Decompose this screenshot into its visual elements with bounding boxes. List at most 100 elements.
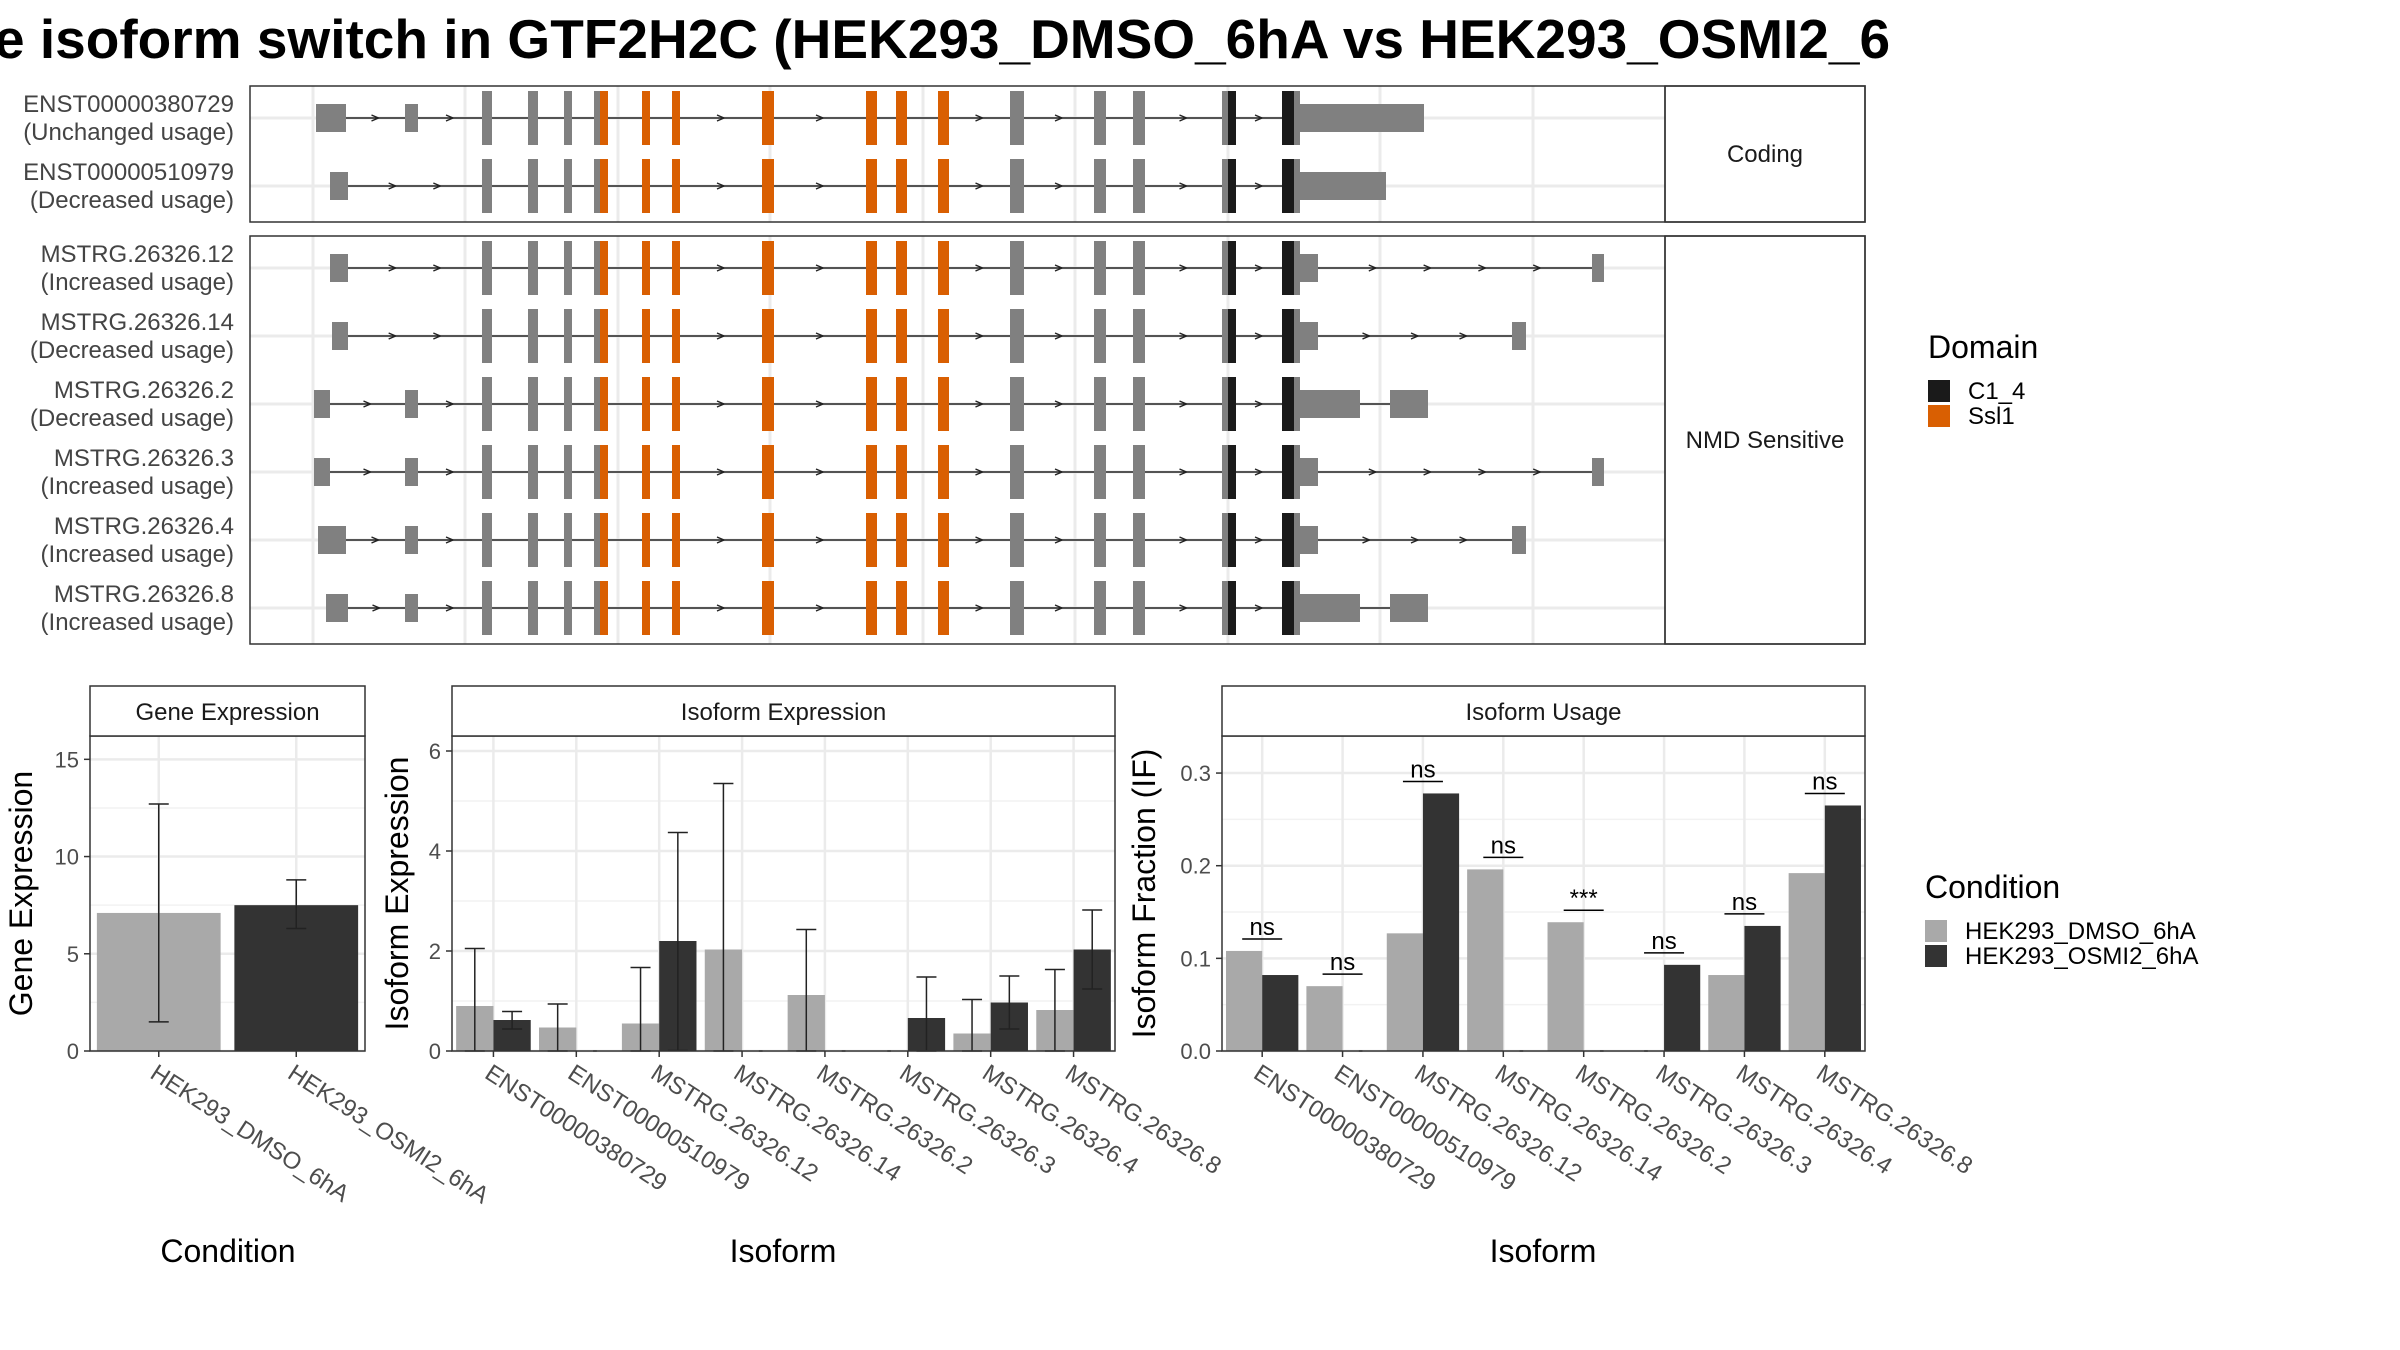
exon-ssl1-domain (672, 159, 680, 213)
strand-arrow (1054, 536, 1064, 544)
legend-title: Domain (1928, 329, 2038, 365)
exon-c1-4-domain (1228, 309, 1236, 363)
transcript-id: MSTRG.26326.4 (54, 513, 234, 540)
exon (564, 377, 572, 431)
strand-arrow (975, 264, 985, 272)
exon (1300, 458, 1318, 486)
transcript-usage-status: (Decreased usage) (30, 187, 234, 214)
exon (564, 241, 572, 295)
exon (1592, 254, 1604, 282)
strand-arrow (1054, 182, 1064, 190)
exon-ssl1-domain (938, 513, 949, 567)
exon-ssl1-domain (938, 91, 949, 145)
strand-arrow (388, 264, 398, 272)
exon (564, 91, 572, 145)
exon-ssl1-domain (866, 309, 877, 363)
exon (1094, 241, 1106, 295)
exon-ssl1-domain (642, 241, 650, 295)
transcript-id: ENST00000380729 (23, 91, 234, 118)
plot-background (452, 736, 1115, 1051)
strand-arrow (1478, 468, 1488, 476)
transcript-id: MSTRG.26326.3 (54, 445, 234, 472)
exon (564, 581, 572, 635)
exon (594, 241, 600, 295)
strand-arrow (1532, 264, 1542, 272)
exon (1094, 309, 1106, 363)
strand-arrow (445, 604, 455, 612)
strand-arrow (1054, 114, 1064, 122)
x-axis-title: Isoform (730, 1233, 837, 1269)
bar (1824, 805, 1861, 1051)
strand-arrow (1254, 604, 1264, 612)
exon-ssl1-domain (642, 159, 650, 213)
transcript-id: ENST00000510979 (23, 159, 234, 186)
exon (1133, 309, 1145, 363)
exon (482, 241, 492, 295)
exon (1512, 322, 1526, 350)
transcript-usage-status: (Increased usage) (41, 541, 234, 568)
legend-item: HEK293_DMSO_6hA (1925, 918, 2196, 945)
legend-item: Ssl1 (1928, 403, 2015, 430)
exon (482, 513, 492, 567)
significance-label: ns (1330, 949, 1355, 976)
exon (1094, 513, 1106, 567)
exon (405, 390, 418, 418)
strand-arrow (975, 536, 985, 544)
exon (314, 390, 330, 418)
strand-arrow (975, 468, 985, 476)
strand-arrow (1423, 264, 1433, 272)
exon (1294, 445, 1300, 499)
exon (482, 91, 492, 145)
exon-ssl1-domain (762, 91, 774, 145)
exon (1294, 159, 1300, 213)
transcript-usage-status: (Decreased usage) (30, 405, 234, 432)
exon-ssl1-domain (762, 513, 774, 567)
exon-c1-4-domain (1228, 581, 1236, 635)
strand-arrow (815, 468, 825, 476)
panel-strip (1664, 85, 1866, 223)
exon (482, 445, 492, 499)
exon (1222, 581, 1228, 635)
strand-arrow (1179, 114, 1189, 122)
strand-arrow (445, 400, 455, 408)
exon (1512, 526, 1526, 554)
legend-label: HEK293_DMSO_6hA (1965, 918, 2196, 945)
strand-arrow (388, 332, 398, 340)
exon (1222, 91, 1228, 145)
bar (1664, 964, 1701, 1051)
exon-ssl1-domain (642, 91, 650, 145)
significance-label: ns (1812, 768, 1837, 795)
strand-arrow (1532, 468, 1542, 476)
exon-c1-4-domain (1282, 513, 1294, 567)
strand-arrow (1179, 400, 1189, 408)
exon (1010, 445, 1014, 499)
exon (1010, 513, 1014, 567)
exon (1014, 377, 1024, 431)
exon-c1-4-domain (1228, 513, 1236, 567)
isoform-usage-chart: ns ns ns ns *** ns ns ns Isoform Usage 0.0 0.1 0.2 0… (1126, 685, 1977, 1269)
exon (1094, 445, 1106, 499)
strand-arrow (1362, 332, 1372, 340)
exon-ssl1-domain (896, 581, 907, 635)
exon (1294, 581, 1300, 635)
exon-c1-4-domain (1282, 377, 1294, 431)
bar (1744, 925, 1781, 1051)
exon-ssl1-domain (938, 159, 949, 213)
isoform-expression-chart: Isoform Expression0246ENST00000380729ENS… (379, 685, 1226, 1269)
strand-arrow (716, 468, 726, 476)
strand-arrow (975, 182, 985, 190)
strand-arrow (1179, 182, 1189, 190)
strand-arrow (433, 264, 443, 272)
strand-arrow (975, 114, 985, 122)
exon-ssl1-domain (600, 377, 608, 431)
legend-label: C1_4 (1968, 378, 2025, 405)
exon (1390, 594, 1428, 622)
y-tick-label: 0.3 (1180, 761, 1211, 786)
exon (1222, 445, 1228, 499)
significance-annotation: ns (1322, 949, 1363, 976)
bar (1226, 950, 1263, 1051)
panel-border (249, 85, 1866, 223)
significance-annotation: ns (1804, 768, 1845, 795)
exon-ssl1-domain (866, 159, 877, 213)
